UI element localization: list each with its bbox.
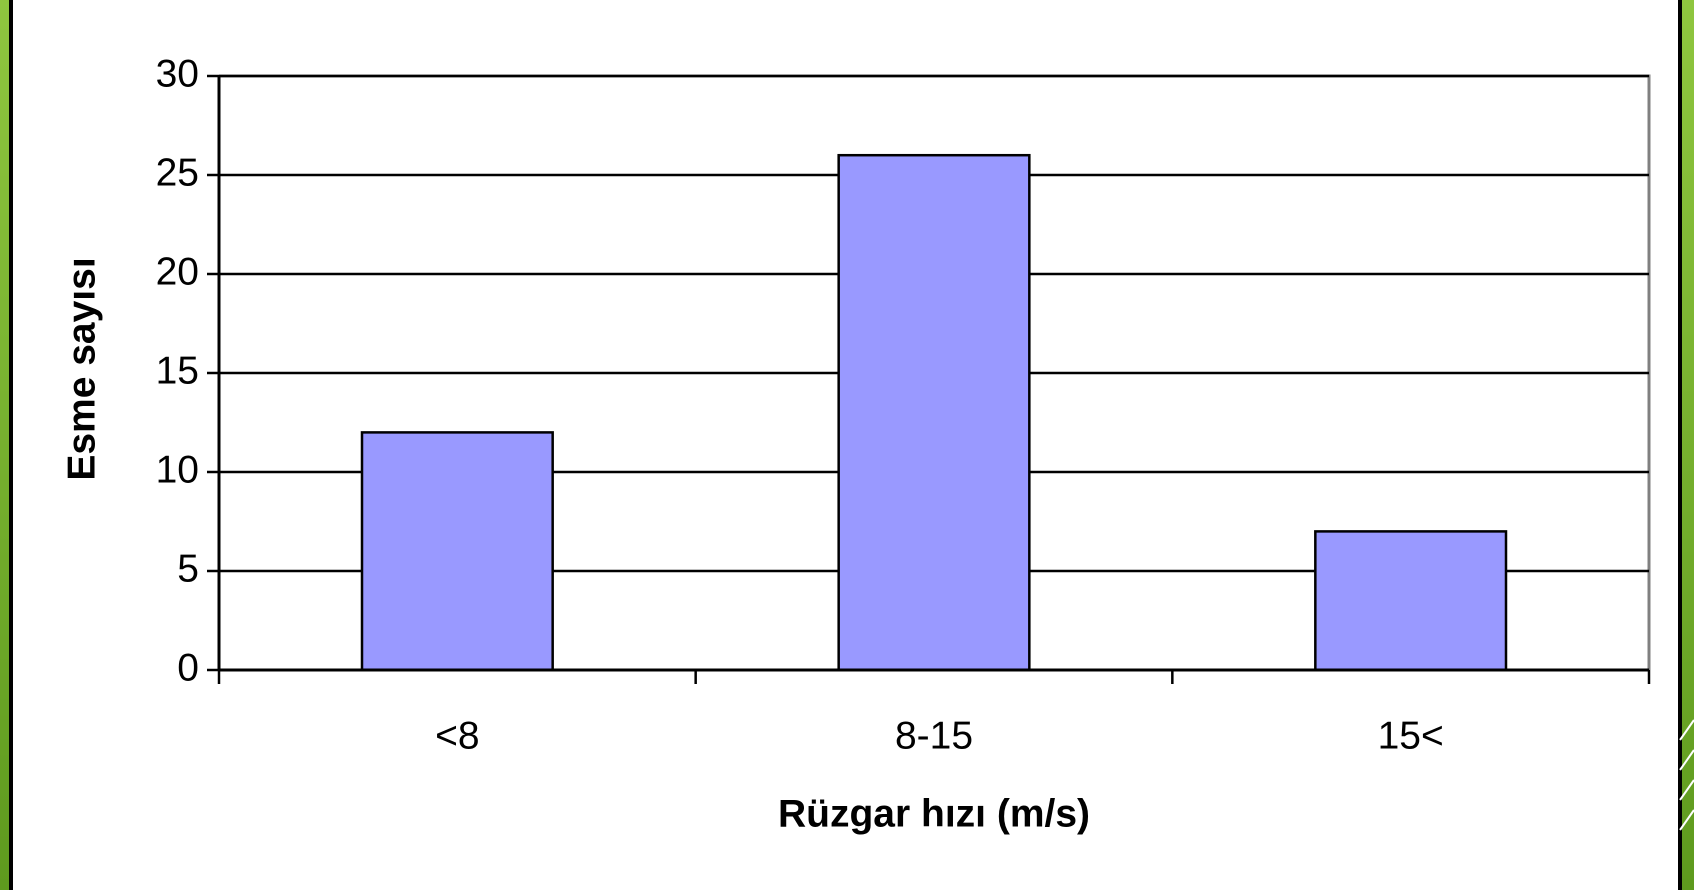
bar [837,153,1031,672]
x-axis-title: Rüzgar hızı (m/s) [778,792,1090,835]
y-tick-label: 15 [156,349,199,392]
bar [360,431,554,672]
y-tick-label: 10 [156,448,199,491]
y-tick-label: 5 [177,547,199,590]
plot: 0 5 10 15 20 25 30 <8 8-15 15< [156,52,1651,757]
y-tick-label: 0 [177,646,199,689]
y-tick-label: 25 [156,151,199,194]
x-tick-label: <8 [435,714,479,757]
x-tick-label: 15< [1378,714,1444,757]
decoration [1679,719,1694,831]
x-tick-label: 8-15 [895,714,973,757]
y-axis-title: Esme sayısı [60,257,103,480]
y-tick-label: 30 [156,52,199,95]
bar [1314,530,1508,672]
y-tick-label: 20 [156,250,199,293]
